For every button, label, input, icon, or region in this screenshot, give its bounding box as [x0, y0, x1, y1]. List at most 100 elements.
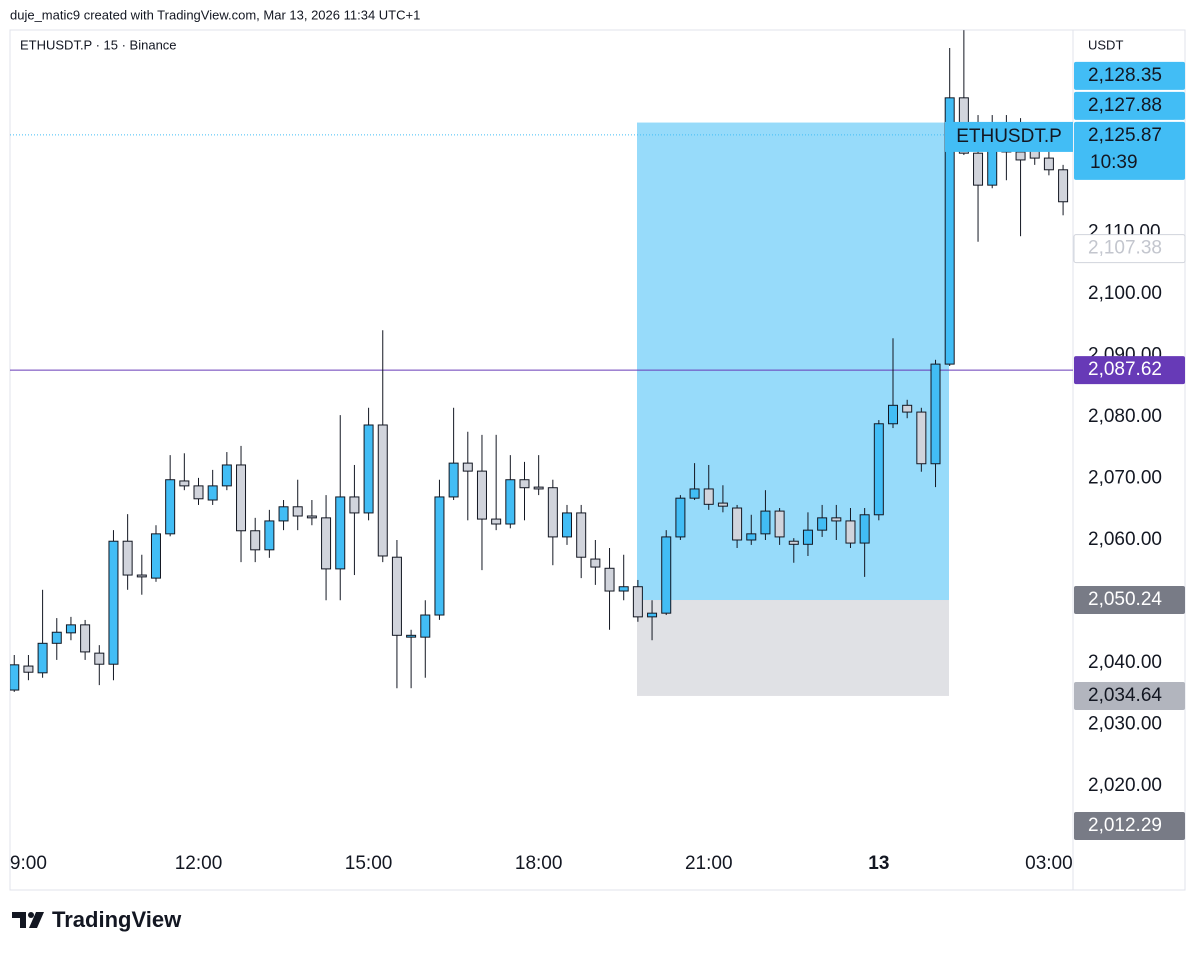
candle-body [94, 652, 105, 665]
candle-body [576, 512, 587, 558]
brand-logo [12, 912, 44, 928]
position-loss-zone [637, 600, 949, 696]
brand-name: TradingView [52, 907, 182, 932]
price-label: 2,087.62 [1088, 359, 1162, 380]
candle-body [916, 411, 927, 465]
candle-body [179, 480, 190, 487]
candle-body [817, 517, 828, 531]
candle-body [930, 363, 941, 465]
candle-body [136, 574, 147, 578]
candle-body [632, 586, 643, 618]
candle-body [193, 485, 204, 500]
candle-body [10, 664, 20, 691]
candle-body [604, 567, 615, 592]
candle-body [547, 487, 558, 538]
candle-body [264, 520, 275, 551]
candle-body [717, 502, 728, 507]
price-label-box [1074, 91, 1185, 120]
candle-body [363, 424, 374, 514]
candle-body [491, 518, 502, 525]
candle-body [590, 558, 601, 568]
candle-body [51, 631, 62, 644]
candle-body [108, 540, 119, 665]
x-tick-label: 03:00 [1025, 853, 1073, 874]
candle-body [873, 423, 884, 516]
chart-title: ETHUSDT.P · 15 · Binance [20, 37, 177, 52]
candle-body [831, 517, 842, 522]
candle-body [80, 624, 91, 653]
x-tick-label: 13 [868, 853, 889, 874]
candle-body [973, 152, 984, 186]
position-profit-zone [637, 122, 949, 601]
candle-body [278, 506, 289, 522]
candle-body [391, 556, 402, 636]
symbol-tag: ETHUSDT.P [956, 126, 1062, 147]
candle-body [944, 97, 955, 365]
candle-body [902, 404, 913, 413]
price-label-box [1074, 121, 1185, 180]
candle-body [760, 510, 771, 535]
candle-body [647, 612, 658, 618]
x-tick-label: 15:00 [345, 853, 393, 874]
y-tick-label: 2,100.00 [1088, 283, 1162, 304]
x-tick-label: 18:00 [515, 853, 563, 874]
price-label: 2,127.88 [1088, 95, 1162, 116]
candle-body [562, 512, 573, 538]
candle-body [335, 496, 346, 570]
price-label: 2,034.64 [1088, 685, 1162, 706]
candle-body [746, 533, 757, 541]
candle-body [65, 624, 76, 634]
price-label-box [1074, 812, 1185, 840]
x-tick-label: 12:00 [175, 853, 223, 874]
candle-body [462, 462, 473, 472]
candle-body [150, 533, 161, 579]
candle-body [448, 462, 459, 498]
y-tick-label: 2,070.00 [1088, 468, 1162, 489]
candle-body [618, 586, 629, 592]
y-tick-label: 2,040.00 [1088, 652, 1162, 673]
candle-body [349, 496, 360, 514]
candle-body [377, 424, 388, 557]
price-label: 2,125.87 [1088, 125, 1162, 146]
candle-body [675, 497, 686, 538]
symbol-tag-box [945, 121, 1073, 152]
candle-body [887, 404, 898, 425]
price-label-box [1074, 586, 1185, 615]
candle-body [689, 488, 700, 499]
candle-body [1058, 169, 1069, 203]
price-label: 2,050.24 [1088, 589, 1162, 610]
x-tick-label: 9:00 [10, 853, 47, 874]
candle-body [661, 536, 672, 614]
price-label-box [1073, 234, 1186, 264]
candle-body [406, 634, 417, 638]
candle-body [788, 540, 799, 545]
price-label-box [1074, 61, 1185, 90]
candle-body [703, 488, 714, 505]
price-label: 2,012.29 [1088, 815, 1162, 836]
y-tick-label: 2,030.00 [1088, 713, 1162, 734]
price-label-box [1074, 356, 1185, 385]
price-label: 2,128.35 [1088, 65, 1162, 86]
countdown: 10:39 [1090, 152, 1138, 173]
candle-body [37, 642, 48, 674]
x-tick-label: 21:00 [685, 853, 733, 874]
candle-body [165, 479, 176, 535]
attribution: duje_matic9 created with TradingView.com… [10, 7, 420, 22]
candle-body [519, 479, 530, 489]
price-label: 2,107.38 [1088, 238, 1162, 259]
y-axis-label: USDT [1088, 37, 1123, 52]
candle-body [122, 540, 133, 576]
candle-body [505, 479, 516, 525]
candle-body [250, 530, 261, 551]
candle-body [732, 507, 743, 541]
y-tick-label: 2,020.00 [1088, 775, 1162, 796]
plot-area [10, 30, 1073, 696]
candle-body [802, 529, 813, 545]
candle-body [476, 470, 487, 520]
candle-body [321, 517, 332, 570]
candle-body [1015, 151, 1026, 161]
candle-body [207, 485, 218, 501]
candle-body [434, 496, 445, 616]
price-labels: 2,012.29 2,034.64 2,050.24 2,087.62 2,107.38… [945, 61, 1186, 840]
